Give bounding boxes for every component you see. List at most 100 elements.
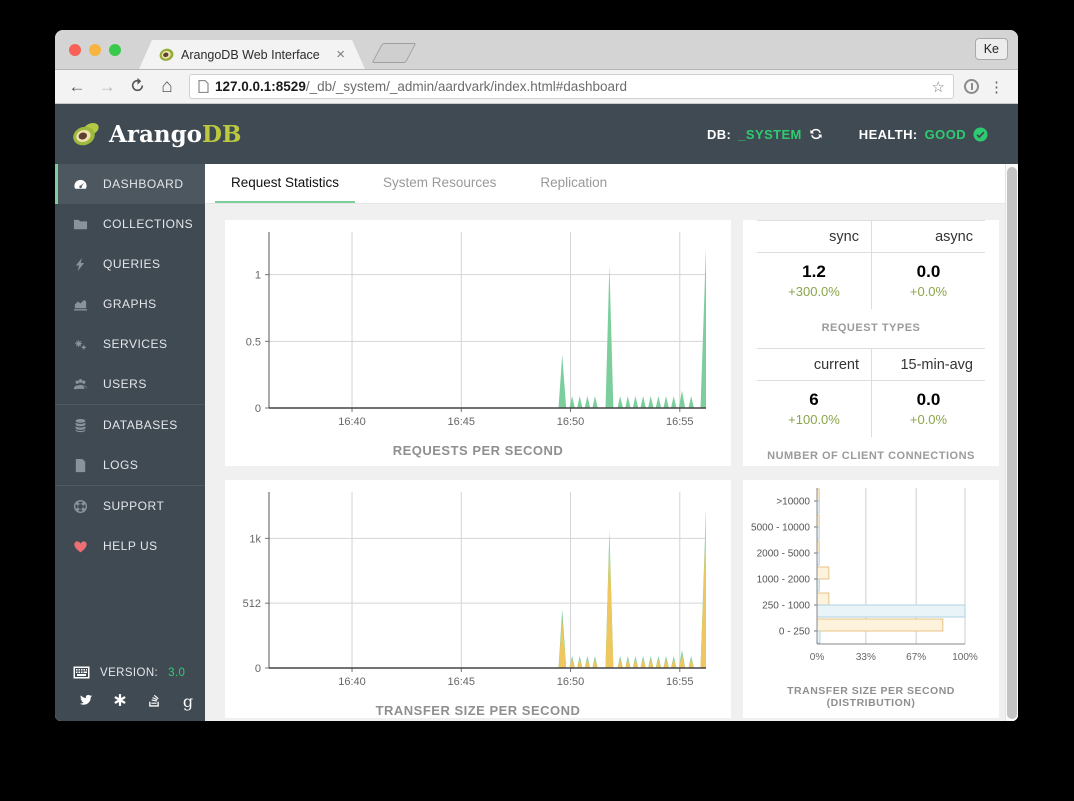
heart-icon: [74, 540, 87, 552]
requests-per-second-chart: 16:40 16:45 16:50 16:55 0 0.5 1: [246, 232, 706, 428]
browser-tab[interactable]: ArangoDB Web Interface ×: [139, 40, 365, 69]
sidebar-item-queries[interactable]: QUERIES: [55, 244, 205, 284]
reload-icon[interactable]: [125, 77, 149, 96]
svg-text:16:40: 16:40: [338, 676, 366, 688]
sidebar-item-databases[interactable]: DATABASES: [55, 405, 205, 445]
tab-replication[interactable]: Replication: [540, 175, 608, 190]
refresh-db-icon[interactable]: [809, 127, 823, 141]
twitter-icon[interactable]: [69, 693, 103, 710]
home-icon[interactable]: ⌂: [161, 76, 173, 97]
browser-profile-button[interactable]: Ke: [974, 38, 1008, 60]
sidebar-item-label: DASHBOARD: [103, 177, 184, 191]
health-value: GOOD: [924, 126, 966, 142]
sidebar-item-label: USERS: [103, 377, 147, 391]
url-bar[interactable]: 127.0.0.1:8529/_db/_system/_admin/aardva…: [189, 74, 954, 99]
tab-title: ArangoDB Web Interface: [181, 47, 320, 62]
new-tab-button[interactable]: [371, 43, 417, 63]
health-label: HEALTH:: [858, 126, 918, 142]
page-icon: [198, 80, 209, 93]
stat-value: 0.0: [871, 253, 985, 282]
db-value: _SYSTEM: [738, 126, 802, 142]
slack-icon[interactable]: [103, 693, 137, 710]
svg-text:0: 0: [255, 663, 261, 675]
close-window-button[interactable]: [69, 44, 81, 56]
sidebar-item-support[interactable]: SUPPORT: [55, 486, 205, 526]
column-header: 15-min-avg: [871, 349, 985, 381]
transfer-chart-caption: TRANSFER SIZE PER SECOND: [375, 703, 581, 718]
browser-titlebar: ArangoDB Web Interface × Ke: [55, 30, 1018, 70]
logs-icon: [75, 458, 86, 472]
transfer-size-chart: 16:40 16:45 16:50 16:55 0 512 1k: [243, 492, 706, 688]
app-header: ArangoDB DB: _SYSTEM HEALTH: GOOD: [55, 104, 1018, 164]
bookmark-star-icon[interactable]: ☆: [931, 78, 945, 96]
stat-delta: +0.0%: [871, 282, 985, 309]
forward-icon[interactable]: →: [98, 77, 116, 96]
url-text[interactable]: 127.0.0.1:8529/_db/_system/_admin/aardva…: [215, 79, 926, 94]
arangodb-logo[interactable]: ArangoDB: [71, 121, 241, 148]
sidebar-item-dashboard[interactable]: DASHBOARD: [55, 164, 205, 204]
google-icon[interactable]: g: [182, 692, 194, 711]
stat-value: 6: [809, 390, 819, 409]
dashboard-icon: [74, 179, 87, 189]
svg-text:0%: 0%: [810, 652, 825, 663]
svg-text:16:55: 16:55: [666, 676, 694, 688]
databases-icon: [75, 418, 86, 432]
version-info: VERSION: 3.0: [73, 666, 185, 679]
stat-delta: +0.0%: [871, 410, 985, 437]
client-connections-table: current 15-min-avg 6 0.0 +100.0% +0.0%: [757, 348, 985, 437]
extension-icon[interactable]: [964, 79, 979, 94]
sidebar-item-services[interactable]: SERVICES: [55, 324, 205, 364]
sidebar-item-logs[interactable]: LOGS: [55, 445, 205, 485]
window-controls: [69, 44, 121, 56]
browser-window: ArangoDB Web Interface × Ke ← → ⌂ 127.0.…: [55, 30, 1018, 721]
request-types-table: sync async 1.2 0.0 +300.0% +0.0%: [757, 220, 985, 309]
transfer-distribution-chart: 0% 33% 67% 100% >10000 5000 - 10000 2000 - 500…: [751, 488, 978, 663]
stackoverflow-icon[interactable]: [137, 693, 171, 710]
sidebar-divider: [55, 485, 205, 486]
svg-text:1000 - 2000: 1000 - 2000: [757, 575, 811, 586]
graphs-icon: [73, 299, 88, 310]
sidebar-item-label: COLLECTIONS: [103, 217, 194, 231]
db-selector[interactable]: DB: _SYSTEM: [707, 127, 823, 142]
social-links: g: [69, 692, 205, 711]
browser-menu-icon[interactable]: ⋮: [989, 78, 1004, 96]
svg-text:250 - 1000: 250 - 1000: [762, 601, 810, 612]
stats-panel: sync async 1.2 0.0 +300.0% +0.0% REQUEST…: [743, 220, 999, 466]
svg-text:>10000: >10000: [776, 497, 810, 508]
fullscreen-window-button[interactable]: [109, 44, 121, 56]
scrollbar-thumb[interactable]: [1007, 167, 1017, 719]
services-icon: [74, 338, 87, 350]
svg-text:5000 - 10000: 5000 - 10000: [751, 523, 810, 534]
sidebar-item-users[interactable]: USERS: [55, 364, 205, 404]
url-path: /_db/_system/_admin/aardvark/index.html#…: [305, 79, 628, 94]
header-status: DB: _SYSTEM HEALTH: GOOD: [707, 127, 988, 142]
sidebar-divider: [55, 404, 205, 405]
main-content: Request Statistics System Resources Repl…: [205, 164, 1018, 721]
transfer-distribution-panel: 0% 33% 67% 100% >10000 5000 - 10000 2000 - 500…: [743, 480, 999, 718]
stat-delta: +300.0%: [788, 284, 840, 299]
sidebar-item-collections[interactable]: COLLECTIONS: [55, 204, 205, 244]
dashboard-tabbar: Request Statistics System Resources Repl…: [205, 164, 1018, 204]
health-check-icon: [973, 127, 988, 141]
column-header: sync: [757, 221, 871, 253]
dashboard-content: 16:40 16:45 16:50 16:55 0 0.5 1 REQUESTS PER S…: [205, 204, 1018, 718]
svg-text:0.5: 0.5: [246, 336, 261, 348]
back-icon[interactable]: ←: [68, 77, 86, 96]
transfer-size-panel: 16:40 16:45 16:50 16:55 0 512 1k TRANSFER SIZE…: [225, 480, 731, 718]
sidebar: DASHBOARD COLLECTIONS QUERIES GRAPHS SER…: [55, 164, 205, 721]
page-scrollbar[interactable]: [1005, 164, 1018, 721]
tab-request-statistics[interactable]: Request Statistics: [215, 164, 356, 203]
queries-icon: [75, 257, 85, 271]
tab-system-resources[interactable]: System Resources: [383, 175, 497, 190]
browser-toolbar: ← → ⌂ 127.0.0.1:8529/_db/_system/_admin/…: [55, 70, 1018, 104]
column-header: current: [757, 349, 871, 381]
sidebar-item-help-us[interactable]: HELP US: [55, 526, 205, 566]
health-status: HEALTH: GOOD: [859, 127, 988, 142]
column-header: async: [871, 221, 985, 253]
svg-text:67%: 67%: [906, 652, 926, 663]
minimize-window-button[interactable]: [89, 44, 101, 56]
request-types-caption: REQUEST TYPES: [821, 322, 921, 334]
tab-close-icon[interactable]: ×: [336, 46, 345, 63]
sidebar-item-graphs[interactable]: GRAPHS: [55, 284, 205, 324]
avocado-logo-icon: [73, 123, 99, 146]
